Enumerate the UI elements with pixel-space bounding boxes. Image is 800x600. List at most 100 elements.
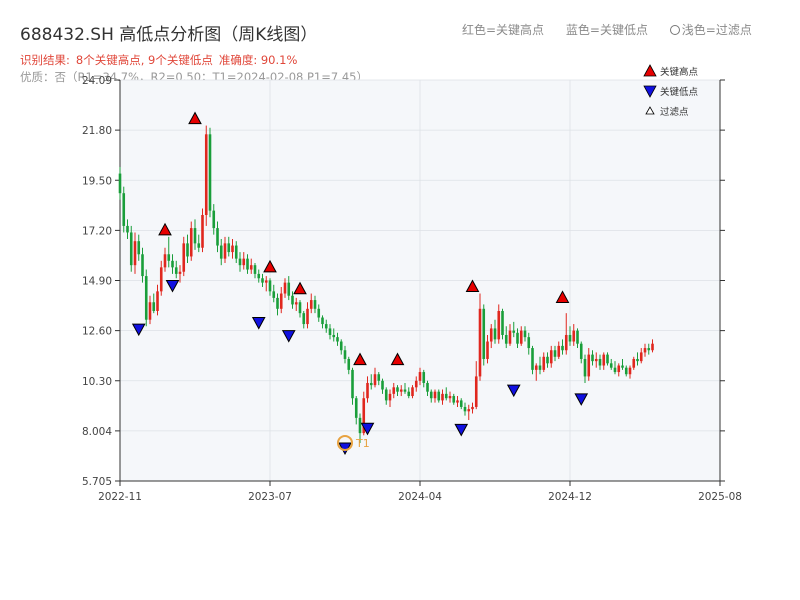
candle-body: [246, 258, 249, 270]
candle-body: [527, 337, 531, 349]
candle-body: [392, 387, 396, 394]
candle-body: [216, 228, 219, 246]
candle-body: [482, 308, 486, 359]
candle-body: [497, 310, 501, 340]
y-tick-label: 12.60: [82, 326, 112, 338]
legend-filtered-icon: [645, 106, 655, 115]
candle-body: [159, 267, 163, 292]
candle-body: [381, 380, 384, 390]
candle-body: [193, 228, 197, 244]
key-low-marker: [454, 423, 469, 437]
candle-body: [429, 391, 433, 399]
candle-body: [388, 393, 392, 401]
candle-body: [212, 210, 216, 229]
legend-hollow-text: 浅色=过滤点: [681, 23, 752, 37]
hollow-circle-icon: [669, 25, 680, 35]
candle-body: [268, 280, 272, 292]
candle-body: [643, 348, 647, 353]
candle-body: [298, 302, 302, 314]
candle-body: [587, 354, 591, 377]
x-tick-label: 2023-07: [248, 491, 292, 503]
candle-body: [621, 365, 624, 368]
candle-body: [553, 350, 557, 357]
candle-body: [186, 243, 189, 257]
legend-low-label: 关键低点: [660, 86, 699, 98]
candle-body: [332, 334, 336, 338]
candle-body: [504, 334, 508, 344]
candle-body: [163, 254, 167, 268]
x-tick-label: 2024-12: [548, 491, 592, 503]
candle-body: [403, 389, 407, 392]
candle-body: [358, 417, 362, 434]
candle-body: [373, 374, 377, 386]
candle-body: [512, 330, 516, 333]
candle-body: [276, 297, 279, 309]
candle-body: [242, 258, 246, 266]
candle-body: [396, 387, 399, 392]
candle-body: [624, 367, 628, 375]
candle-body: [583, 358, 587, 377]
candle-body: [126, 225, 129, 233]
candle-body: [231, 245, 234, 253]
candle-body: [523, 330, 527, 338]
candle-body: [647, 348, 651, 351]
candle-body: [501, 310, 504, 335]
candle-body: [313, 300, 317, 309]
candle-body: [609, 363, 613, 368]
candle-body: [594, 358, 598, 362]
t1-circle: [337, 434, 353, 451]
candle-body: [564, 334, 568, 351]
candle-body: [189, 228, 193, 257]
candle-body: [174, 267, 178, 274]
candle-body: [291, 295, 294, 305]
candle-body: [426, 382, 429, 392]
candle-body: [572, 330, 576, 342]
key-high-marker: [188, 111, 202, 125]
legend-red-text: 红色=关键高点: [462, 23, 545, 37]
y-tick-label: 19.50: [82, 175, 112, 187]
key-low-marker: [574, 393, 589, 406]
candle-body: [456, 400, 459, 403]
candle-body: [261, 278, 264, 283]
candle-body: [264, 280, 268, 283]
candle-body: [444, 393, 448, 399]
candle-body: [516, 332, 519, 344]
key-high-marker: [158, 222, 172, 236]
candle-body: [122, 193, 126, 226]
result-summary: 识别结果: 8个关键高点, 9个关键低点 准确度: 90.1%: [20, 52, 303, 68]
key-low-marker: [281, 330, 296, 343]
candle-body: [459, 400, 463, 407]
candle-body: [628, 367, 632, 375]
candle-body: [448, 396, 452, 399]
candle-body: [437, 391, 441, 401]
candle-body: [463, 406, 467, 412]
candle-body: [234, 245, 238, 259]
x-tick-label: 2025-08: [698, 491, 742, 503]
color-legend: 红色=关键高点 蓝色=关键低点 浅色=过滤点: [462, 21, 770, 38]
candle-body: [418, 372, 422, 381]
candle-body: [208, 134, 212, 211]
key-low-marker: [251, 317, 266, 330]
candle-body: [343, 350, 347, 359]
candle-body: [249, 265, 253, 270]
legend-filtered-label: 过滤点: [660, 106, 689, 118]
y-tick-label: 10.30: [82, 376, 112, 388]
candle-body: [636, 358, 639, 362]
candle-body: [152, 302, 156, 311]
candle-body: [144, 276, 148, 320]
candle-body: [602, 354, 606, 366]
candle-body: [407, 391, 411, 397]
candle-body: [167, 254, 171, 261]
key-low-marker: [360, 422, 375, 436]
candle-body: [519, 330, 523, 344]
candle-body: [272, 291, 276, 298]
y-tick-label: 17.20: [82, 225, 112, 237]
candle-body: [362, 398, 366, 434]
candle-body: [579, 343, 583, 359]
candle-body: [561, 345, 564, 351]
x-tick-label: 2024-04: [398, 491, 442, 503]
candle-body: [321, 317, 324, 325]
candle-body: [279, 293, 283, 309]
y-tick-label: 8.004: [82, 426, 112, 438]
